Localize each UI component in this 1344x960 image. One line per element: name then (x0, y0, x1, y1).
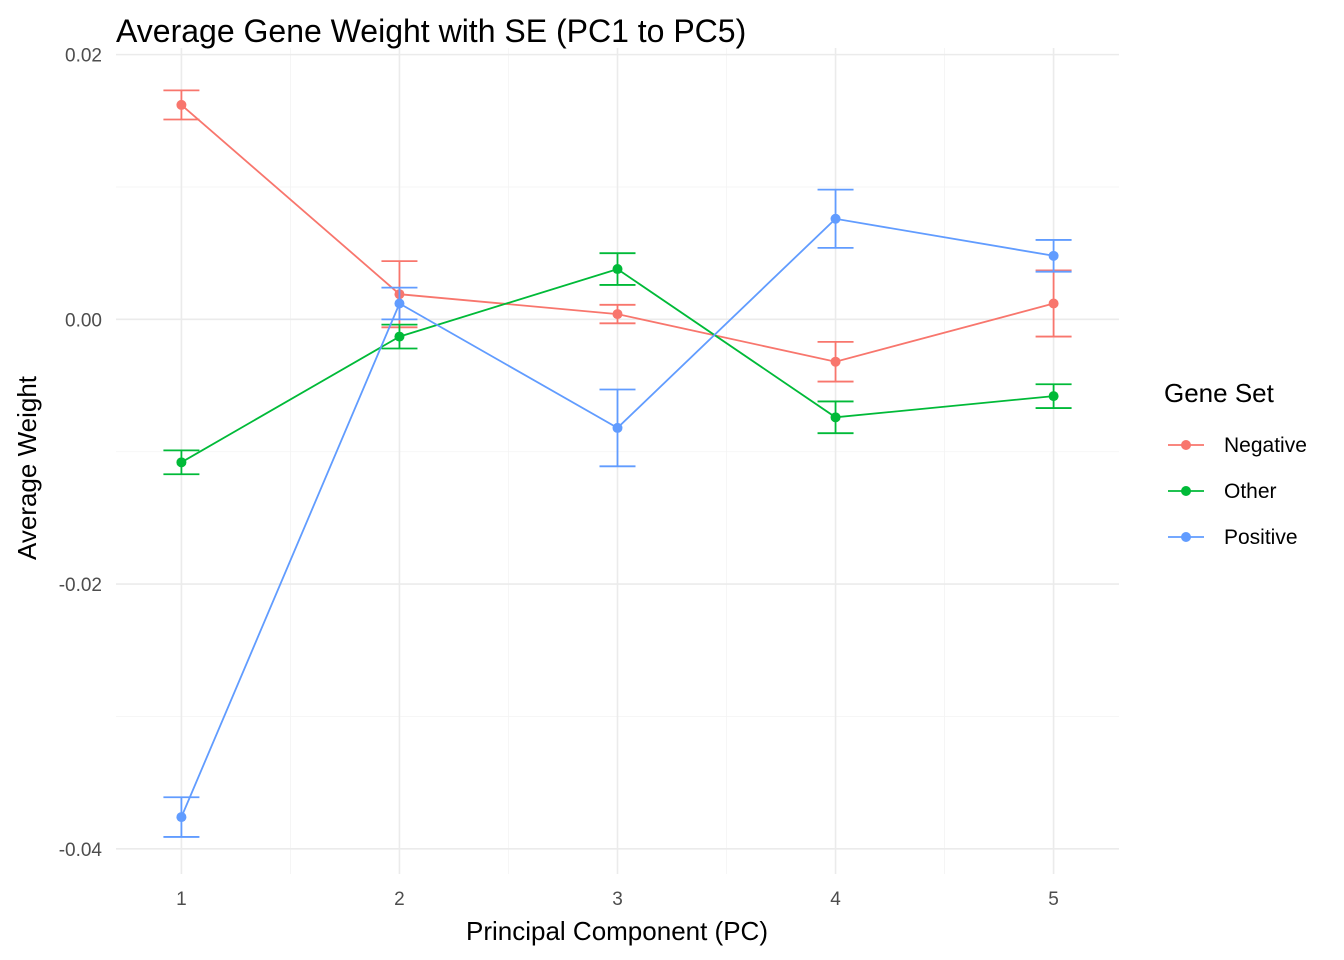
legend: Gene Set Negative Other Positive (1164, 378, 1307, 549)
y-tick-label: 0.00 (65, 310, 102, 331)
data-point-other (1048, 391, 1059, 402)
legend-label: Other (1224, 480, 1277, 503)
x-tick-label: 5 (1048, 889, 1059, 910)
series-negative (163, 89, 1072, 383)
data-point-positive (176, 812, 187, 823)
legend-label: Negative (1224, 434, 1307, 457)
series-other (163, 252, 1072, 476)
data-point-positive (612, 422, 623, 433)
chart-title: Average Gene Weight with SE (PC1 to PC5) (116, 13, 746, 49)
legend-key-point (1181, 440, 1191, 450)
data-point-negative (1048, 298, 1059, 309)
x-axis-title: Principal Component (PC) (466, 916, 768, 946)
data-point-other (830, 412, 841, 423)
y-tick-label: -0.02 (59, 575, 102, 596)
data-point-other (176, 457, 187, 468)
y-axis-title: Average Weight (12, 375, 42, 560)
legend-title: Gene Set (1164, 378, 1275, 408)
data-point-other (394, 331, 405, 342)
x-tick-label: 4 (830, 889, 841, 910)
legend-item-positive: Positive (1168, 526, 1298, 549)
data-point-negative (176, 99, 187, 110)
series-positive (163, 188, 1072, 838)
legend-label: Positive (1224, 526, 1298, 549)
legend-key-point (1181, 532, 1191, 542)
x-tick-label: 1 (176, 889, 187, 910)
data-point-positive (394, 298, 405, 309)
legend-key-point (1181, 486, 1191, 496)
data-point-positive (830, 213, 841, 224)
y-axis-ticks: 0.02 0.00 -0.02 -0.04 (59, 46, 103, 861)
legend-item-other: Other (1168, 480, 1277, 503)
data-point-negative (830, 356, 841, 367)
x-axis-ticks: 1 2 3 4 5 (176, 889, 1059, 910)
y-tick-label: -0.04 (59, 840, 103, 861)
legend-item-negative: Negative (1168, 434, 1307, 457)
data-point-negative (612, 309, 623, 320)
data-point-positive (1048, 250, 1059, 261)
x-tick-label: 3 (612, 889, 623, 910)
x-tick-label: 2 (394, 889, 405, 910)
legend-items: Negative Other Positive (1168, 434, 1307, 549)
series-layer (163, 89, 1072, 838)
y-tick-label: 0.02 (65, 46, 102, 67)
data-point-other (612, 264, 623, 275)
